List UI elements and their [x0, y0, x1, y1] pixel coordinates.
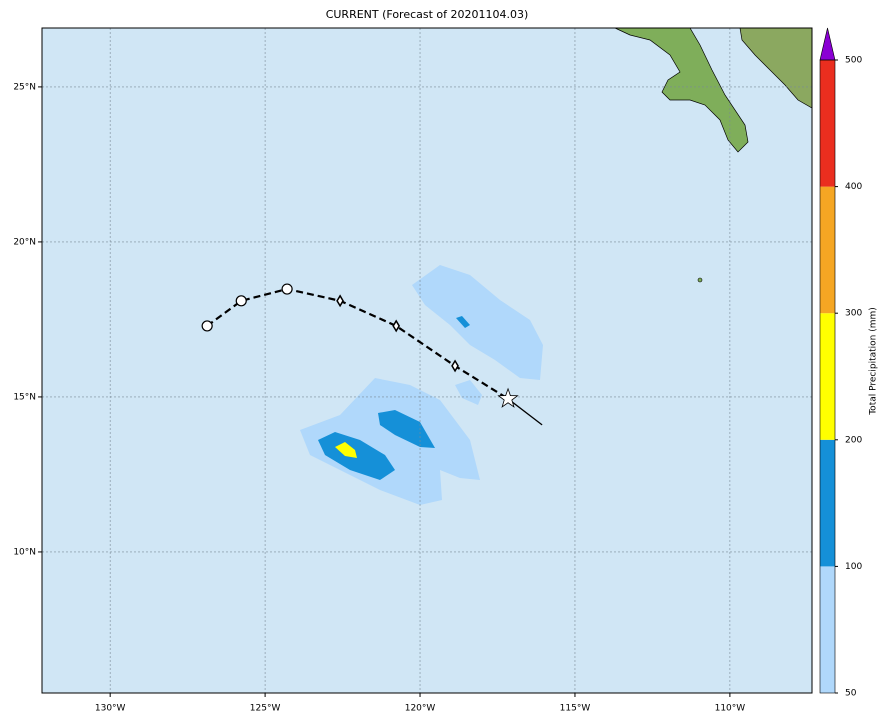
track-point	[451, 359, 459, 373]
precipitation	[300, 265, 543, 505]
baja-california	[614, 27, 749, 153]
map-title: CURRENT (Forecast of 20201104.03)	[326, 8, 529, 21]
y-tick-label: 10°N	[13, 547, 36, 557]
colorbar-frame	[819, 59, 836, 694]
grid	[38, 28, 812, 697]
colorbar-band	[820, 60, 835, 187]
island	[697, 277, 703, 283]
colorbar-band	[820, 439, 835, 567]
colorbar-band	[820, 566, 835, 693]
precip-area	[335, 442, 357, 458]
colorbar-tick-label: 300	[845, 309, 862, 319]
colorbar-label: Total Precipitation (mm)	[869, 307, 879, 416]
ocean	[42, 28, 812, 693]
track-point	[201, 320, 213, 332]
colorbar-tick-label: 400	[845, 182, 862, 192]
colorbar-tick-label: 200	[845, 435, 862, 445]
track-point	[235, 295, 247, 307]
x-tick-label: 120°W	[405, 704, 436, 714]
y-tick-label: 25°N	[13, 82, 36, 92]
x-tick-label: 130°W	[95, 704, 126, 714]
precip-area	[378, 410, 435, 448]
colorbar-extend	[819, 27, 836, 61]
track-line	[507, 398, 543, 426]
x-tick-label: 110°W	[715, 704, 746, 714]
colorbar	[819, 27, 838, 694]
colorbar-tick-label: 100	[845, 562, 862, 572]
y-tick-label: 15°N	[13, 392, 36, 402]
map-frame	[41, 27, 813, 694]
track-point	[497, 387, 519, 408]
storm-track	[201, 283, 543, 426]
track-point	[392, 319, 401, 333]
x-tick-label: 125°W	[250, 704, 281, 714]
x-tick-label: 115°W	[560, 704, 591, 714]
precip-area	[456, 316, 470, 328]
y-tick-label: 20°N	[13, 237, 36, 247]
colorbar-band	[820, 313, 835, 440]
precip-area	[300, 378, 480, 505]
colorbar-tick-label: 500	[845, 56, 862, 66]
colorbar-tick-label: 50	[845, 689, 857, 699]
colorbar-band	[820, 186, 835, 314]
track-point	[336, 294, 344, 308]
precip-area	[455, 380, 482, 405]
precip-area	[412, 265, 543, 380]
track-point	[281, 283, 293, 295]
